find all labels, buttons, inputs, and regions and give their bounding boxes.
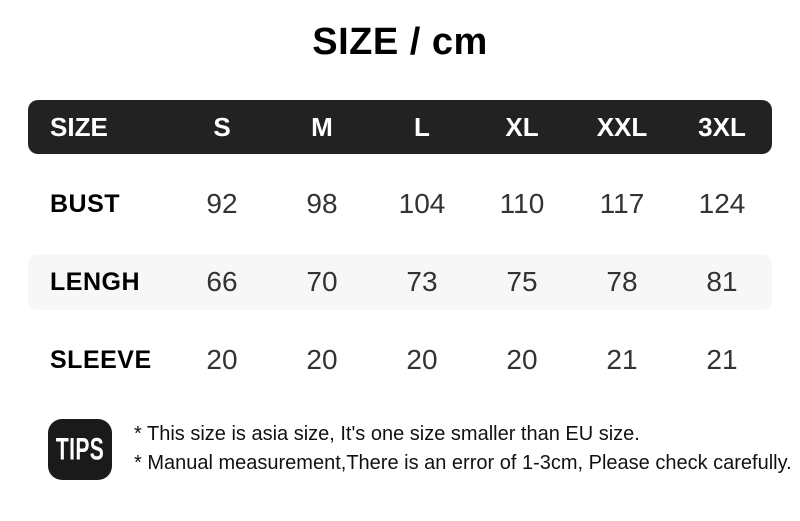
row-label-sleeve: SLEEVE <box>50 345 152 374</box>
header-cell-size: SIZE <box>50 111 108 142</box>
bust-value-xl: 110 <box>499 188 545 219</box>
bust-value-xxl: 117 <box>599 188 645 219</box>
bust-value-3xl: 124 <box>698 188 746 219</box>
sleeve-value-s: 20 <box>206 344 238 375</box>
row-label-length: LENGH <box>50 267 140 296</box>
bust-value-l: 104 <box>398 188 446 219</box>
row-label-bust: BUST <box>50 189 121 218</box>
tips-badge: TIPS <box>48 419 112 480</box>
length-value-s: 66 <box>206 266 238 297</box>
tips-text: * This size is asia size, It's one size … <box>134 419 792 478</box>
header-cell-xl: XL <box>505 111 539 142</box>
page-title: SIZE / cm <box>312 21 488 63</box>
tips-line-1: * This size is asia size, It's one size … <box>134 423 640 445</box>
table-row-sleeve: SLEEVE 20 20 20 20 21 21 <box>28 332 772 388</box>
table-row-bust: BUST 92 98 104 110 117 124 <box>28 176 772 232</box>
header-cell-m: M <box>311 111 333 142</box>
size-table: SIZE S M L XL XXL 3XL BUST 92 98 104 110… <box>0 100 800 388</box>
bust-value-s: 92 <box>206 188 238 219</box>
bust-value-m: 98 <box>306 188 338 219</box>
sleeve-value-m: 20 <box>306 344 338 375</box>
size-chart-page: SIZE / cm SIZE S M L XL XXL 3XL BUST 92 … <box>0 20 800 521</box>
length-value-xxl: 78 <box>606 266 638 297</box>
length-value-l: 73 <box>406 266 438 297</box>
length-value-m: 70 <box>306 266 338 297</box>
sleeve-value-l: 20 <box>406 344 438 375</box>
header-cell-xxl: XXL <box>596 111 648 142</box>
tips-section: TIPS * This size is asia size, It's one … <box>48 419 800 480</box>
length-value-3xl: 81 <box>706 266 738 297</box>
sleeve-value-xxl: 21 <box>606 344 638 375</box>
length-value-xl: 75 <box>506 266 538 297</box>
header-cell-s: S <box>213 111 231 142</box>
size-table-header-row: SIZE S M L XL XXL 3XL <box>28 100 772 154</box>
tips-badge-label: TIPS <box>55 431 105 467</box>
sleeve-value-3xl: 21 <box>706 344 738 375</box>
tips-line-2: * Manual measurement,There is an error o… <box>134 452 792 474</box>
table-row-length: LENGH 66 70 73 75 78 81 <box>28 254 772 310</box>
header-cell-3xl: 3XL <box>698 111 746 142</box>
sleeve-value-xl: 20 <box>506 344 538 375</box>
header-cell-l: L <box>414 111 430 142</box>
